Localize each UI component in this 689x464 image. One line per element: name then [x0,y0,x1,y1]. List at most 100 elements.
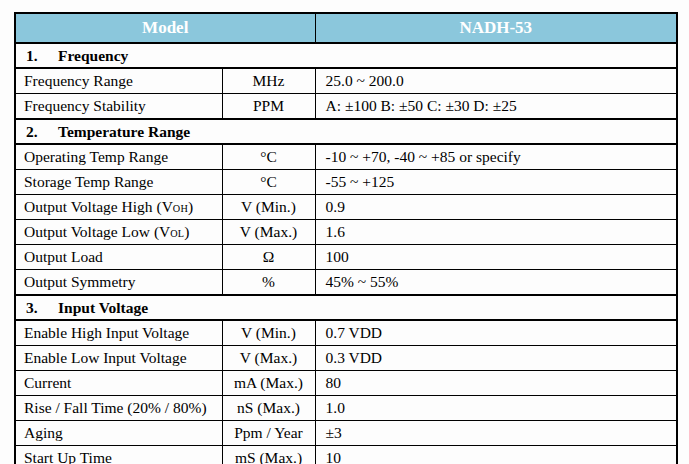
param-cell: Enable Low Input Voltage [15,346,222,371]
param-subscript: OH [173,203,188,214]
unit-cell: mS (Max.) [222,446,315,464]
param-subscript: OL [170,228,184,239]
param-label: Frequency Range [24,72,133,89]
value-cell: ±3 [315,421,677,446]
spec-row-output-symmetry: Output Symmetry % 45% ~ 55% [15,270,677,296]
section-number: 1. [26,47,58,65]
param-cell: Start Up Time [15,446,222,464]
spec-row-output-voltage-low: Output Voltage Low (VOL) V (Max.) 1.6 [15,220,677,245]
value-text: 0.7 VDD [326,324,383,341]
param-cell: Rise / Fall Time (20% / 80%) [15,396,222,421]
spec-row-enable-high: Enable High Input Voltage V (Min.) 0.7 V… [15,320,677,346]
param-label-end: ) [188,198,193,215]
value-text: 1.6 [326,223,345,240]
param-cell: Output Load [15,245,222,270]
param-label: Rise / Fall Time (20% / 80%) [24,399,207,416]
value-text: 100 [326,248,349,265]
param-label: Start Up Time [24,449,112,464]
value-cell: 25.0 ~ 200.0 [315,68,677,94]
param-cell: Output Symmetry [15,270,222,296]
unit-cell: % [222,270,315,296]
value-text: 45% ~ 55% [326,273,399,290]
unit-cell: Ppm / Year [222,421,315,446]
param-label: Output Symmetry [24,273,136,290]
section-row-input-voltage: 3.Input Voltage [15,295,677,320]
datasheet-page: Model NADH-53 1.Frequency Frequency Rang… [0,0,689,464]
value-cell: -55 ~ +125 [315,170,677,195]
unit-cell: mA (Max.) [222,371,315,396]
param-label: Aging [24,424,63,441]
value-cell: 1.0 [315,396,677,421]
header-model-cell: Model [15,13,315,43]
unit-cell: °C [222,170,315,195]
unit-cell: V (Min.) [222,195,315,220]
param-label: Output Voltage High (V [24,198,173,215]
header-model-value-cell: NADH-53 [315,13,677,43]
spec-row-operating-temp: Operating Temp Range °C -10 ~ +70, -40 ~… [15,144,677,170]
unit-label: Ω [263,248,275,265]
unit-cell: PPM [222,94,315,120]
spec-table: Model NADH-53 1.Frequency Frequency Rang… [14,12,678,464]
spec-row-enable-low: Enable Low Input Voltage V (Max.) 0.3 VD… [15,346,677,371]
value-text: 1.0 [326,399,345,416]
param-label: Enable Low Input Voltage [24,349,187,366]
unit-label: mA (Max.) [234,374,303,391]
unit-label: V (Max.) [240,223,297,240]
value-cell: -10 ~ +70, -40 ~ +85 or specify [315,144,677,170]
header-model-value: NADH-53 [459,18,532,37]
spec-row-output-load: Output Load Ω 100 [15,245,677,270]
unit-cell: V (Min.) [222,320,315,346]
section-title: Frequency [58,47,128,64]
spec-row-output-voltage-high: Output Voltage High (VOH) V (Min.) 0.9 [15,195,677,220]
header-model-label: Model [142,18,188,37]
value-cell: 1.6 [315,220,677,245]
param-cell: Frequency Range [15,68,222,94]
value-cell: 80 [315,371,677,396]
table-header-row: Model NADH-53 [15,13,677,43]
param-cell: Operating Temp Range [15,144,222,170]
section-number: 3. [26,299,58,317]
param-label: Output Voltage Low (V [24,223,170,240]
unit-label: °C [260,173,277,190]
spec-row-start-up-time: Start Up Time mS (Max.) 10 [15,446,677,464]
section-number: 2. [26,123,58,141]
param-label: Output Load [24,248,103,265]
section-row-temperature-range: 2.Temperature Range [15,119,677,144]
param-cell: Aging [15,421,222,446]
unit-cell: °C [222,144,315,170]
unit-cell: MHz [222,68,315,94]
value-cell: 0.3 VDD [315,346,677,371]
value-cell: A: ±100 B: ±50 C: ±30 D: ±25 [315,94,677,120]
value-cell: 0.7 VDD [315,320,677,346]
unit-label: nS (Max.) [237,399,300,416]
value-cell: 10 [315,446,677,464]
unit-cell: V (Max.) [222,346,315,371]
unit-label: mS (Max.) [235,449,302,464]
value-text: 10 [326,449,342,464]
unit-cell: V (Max.) [222,220,315,245]
param-label: Enable High Input Voltage [24,324,189,341]
spec-row-storage-temp: Storage Temp Range °C -55 ~ +125 [15,170,677,195]
param-cell: Storage Temp Range [15,170,222,195]
unit-label: MHz [253,72,285,89]
param-cell: Output Voltage Low (VOL) [15,220,222,245]
param-cell: Frequency Stability [15,94,222,120]
value-text: -55 ~ +125 [326,173,395,190]
param-cell: Output Voltage High (VOH) [15,195,222,220]
value-cell: 45% ~ 55% [315,270,677,296]
spec-row-current: Current mA (Max.) 80 [15,371,677,396]
unit-label: °C [260,148,277,165]
unit-label: Ppm / Year [234,424,302,441]
spec-row-frequency-stability: Frequency Stability PPM A: ±100 B: ±50 C… [15,94,677,120]
spec-row-rise-fall-time: Rise / Fall Time (20% / 80%) nS (Max.) 1… [15,396,677,421]
section-row-frequency: 1.Frequency [15,43,677,68]
value-text: A: ±100 B: ±50 C: ±30 D: ±25 [326,97,517,114]
unit-cell: Ω [222,245,315,270]
unit-cell: nS (Max.) [222,396,315,421]
unit-label: PPM [253,97,284,114]
param-label: Frequency Stability [24,97,146,114]
section-title: Temperature Range [58,123,190,140]
param-cell: Current [15,371,222,396]
value-text: 0.3 VDD [326,349,383,366]
param-label-end: ) [184,223,189,240]
